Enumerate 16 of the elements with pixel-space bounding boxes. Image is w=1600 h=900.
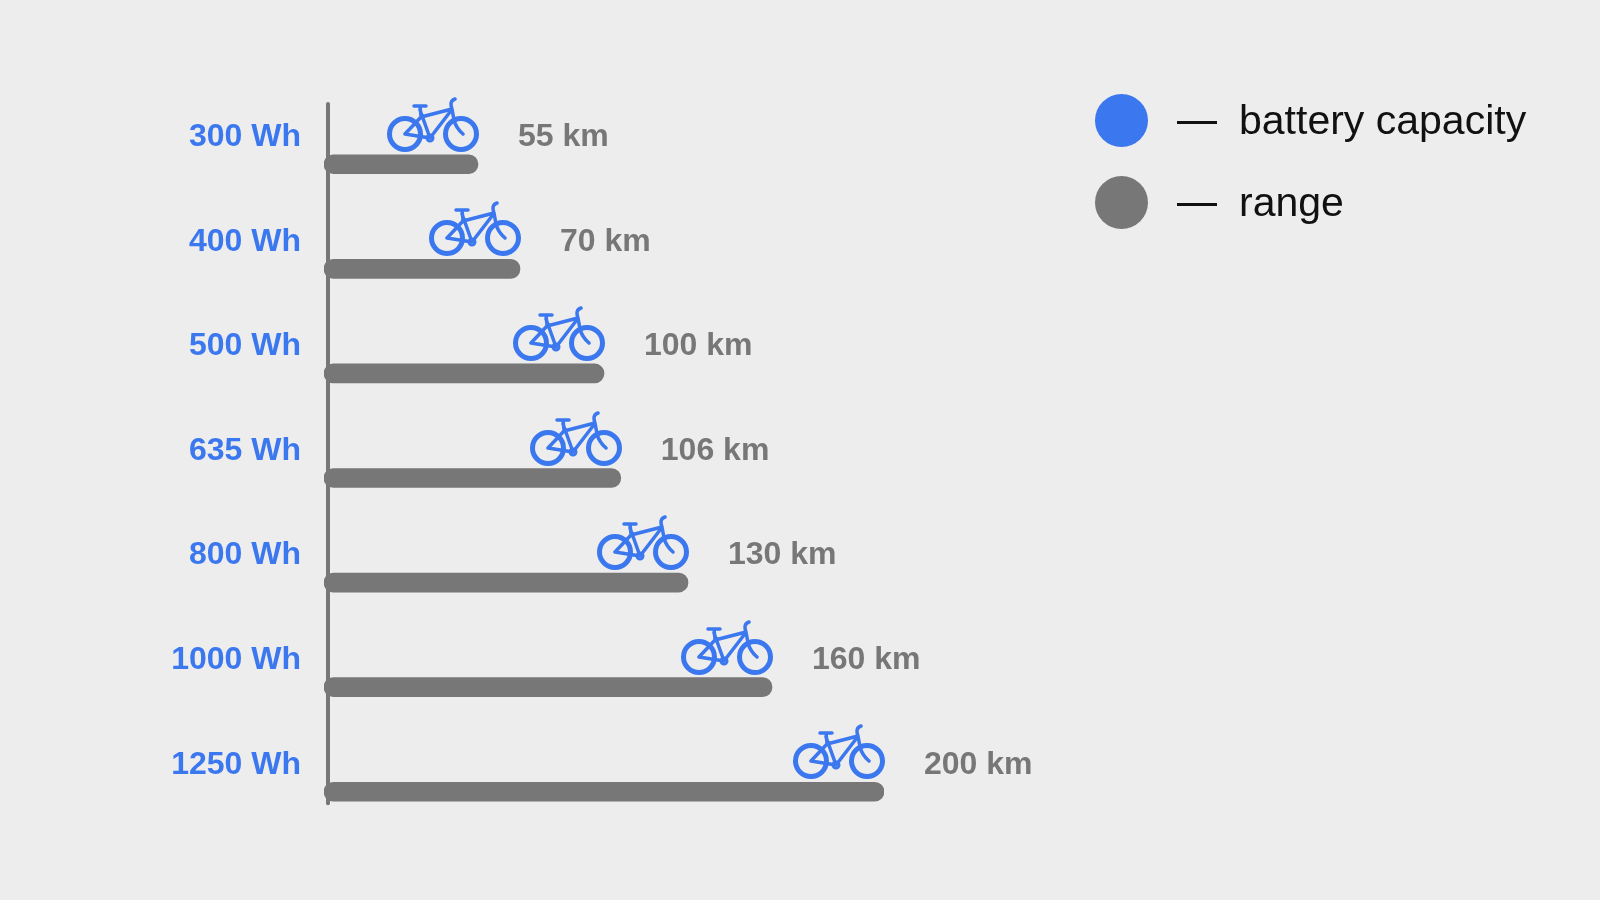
- y-tick-label: 1000 Wh: [171, 639, 301, 676]
- y-tick-label: 500 Wh: [188, 326, 301, 363]
- text: battery capacity: [1239, 96, 1527, 145]
- data-label: 200 km: [924, 744, 1033, 781]
- text: range: [1239, 178, 1344, 227]
- data-label: 55 km: [518, 117, 609, 154]
- data-label: 160 km: [812, 639, 921, 676]
- data-label: 130 km: [728, 535, 837, 572]
- y-tick-label: 800 Wh: [188, 535, 301, 572]
- y-tick-label: 300 Wh: [188, 117, 301, 154]
- y-tick-label: 1250 Wh: [171, 744, 301, 781]
- data-label: 100 km: [644, 326, 753, 363]
- data-label: 106 km: [660, 430, 770, 467]
- data-label: 70 km: [560, 221, 651, 258]
- y-tick-label: 635 Wh: [188, 430, 301, 467]
- y-tick-label: 400 Wh: [188, 221, 301, 258]
